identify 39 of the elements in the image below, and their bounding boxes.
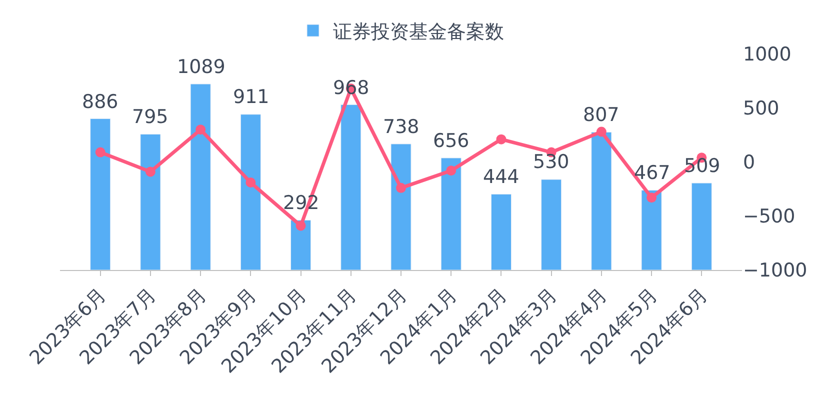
bar bbox=[140, 134, 161, 270]
bar bbox=[90, 118, 111, 270]
data-label: 738 bbox=[383, 116, 420, 138]
data-label: 1089 bbox=[177, 56, 226, 78]
point bbox=[145, 166, 156, 177]
point bbox=[246, 178, 256, 188]
data-label: 444 bbox=[483, 166, 520, 188]
bar bbox=[240, 114, 261, 270]
data-label: 807 bbox=[583, 104, 620, 126]
bar bbox=[390, 144, 412, 270]
point bbox=[646, 192, 657, 203]
point bbox=[196, 124, 206, 135]
point bbox=[446, 166, 456, 176]
y2-tick-label: 500 bbox=[743, 98, 780, 120]
bar bbox=[290, 220, 312, 270]
data-label: 795 bbox=[132, 106, 168, 128]
point bbox=[496, 134, 506, 144]
bar bbox=[591, 132, 612, 270]
data-label: 911 bbox=[233, 86, 270, 108]
data-label: 886 bbox=[82, 91, 118, 113]
bar bbox=[340, 104, 362, 270]
bar bbox=[190, 84, 211, 270]
y2-tick-label: 0 bbox=[743, 152, 756, 174]
point bbox=[95, 147, 106, 158]
point bbox=[396, 182, 406, 193]
legend-label: 证券投资基金备案数 bbox=[333, 20, 504, 43]
bar bbox=[641, 190, 662, 270]
bar bbox=[541, 179, 562, 270]
bar bbox=[440, 158, 462, 270]
bar bbox=[691, 182, 712, 270]
data-label: 467 bbox=[634, 162, 670, 184]
y2-tick-label: −1000 bbox=[743, 260, 808, 282]
y2-tick-label: 1000 bbox=[743, 44, 792, 66]
data-label: 530 bbox=[533, 151, 570, 173]
data-label: 656 bbox=[433, 130, 470, 152]
point bbox=[296, 220, 306, 231]
y2-tick-label: −500 bbox=[743, 206, 796, 228]
point bbox=[596, 126, 606, 137]
bar bbox=[490, 194, 512, 270]
